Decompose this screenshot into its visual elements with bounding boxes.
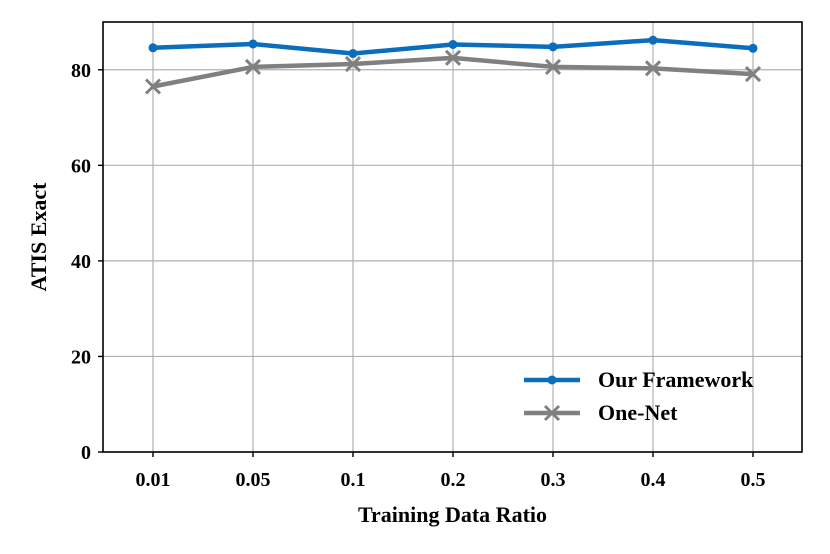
data-point — [144, 78, 162, 95]
series-layer — [144, 35, 762, 95]
data-point — [248, 39, 258, 49]
y-tick-label: 60 — [71, 155, 91, 177]
x-tick-label: 0.5 — [741, 469, 766, 491]
data-point — [548, 42, 558, 52]
x-tick-labels: 0.01 0.05 0.1 0.2 0.3 0.4 0.5 — [136, 452, 766, 491]
x-axis-title: Training Data Ratio — [358, 502, 547, 527]
x-tick-label: 0.2 — [441, 469, 466, 491]
data-point — [344, 55, 362, 73]
x-tick-label: 0.4 — [641, 469, 666, 491]
data-point — [348, 49, 358, 59]
y-tick-label: 80 — [71, 60, 91, 82]
legend: Our Framework One-Net — [524, 367, 754, 425]
legend-marker — [547, 375, 557, 385]
y-tick-label: 40 — [71, 251, 91, 273]
legend-label: Our Framework — [598, 367, 754, 392]
x-tick-label: 0.01 — [136, 469, 171, 491]
x-tick-label: 0.1 — [341, 469, 366, 491]
data-point — [748, 43, 758, 53]
data-point — [148, 43, 158, 53]
data-point — [244, 58, 262, 75]
legend-label: One-Net — [598, 400, 678, 425]
y-axis-title: ATIS Exact — [26, 182, 51, 292]
data-point — [444, 49, 462, 66]
grid-lines — [103, 22, 802, 453]
data-point — [448, 39, 458, 49]
y-tick-label: 20 — [71, 346, 91, 368]
legend-marker — [543, 404, 561, 422]
x-tick-label: 0.3 — [541, 469, 566, 491]
data-point — [544, 58, 562, 75]
y-tick-label: 0 — [81, 442, 91, 464]
data-point — [644, 60, 662, 77]
data-point — [744, 66, 762, 83]
y-tick-labels: 0 20 40 60 80 — [71, 60, 103, 464]
x-tick-label: 0.05 — [236, 469, 271, 491]
data-point — [648, 35, 658, 45]
